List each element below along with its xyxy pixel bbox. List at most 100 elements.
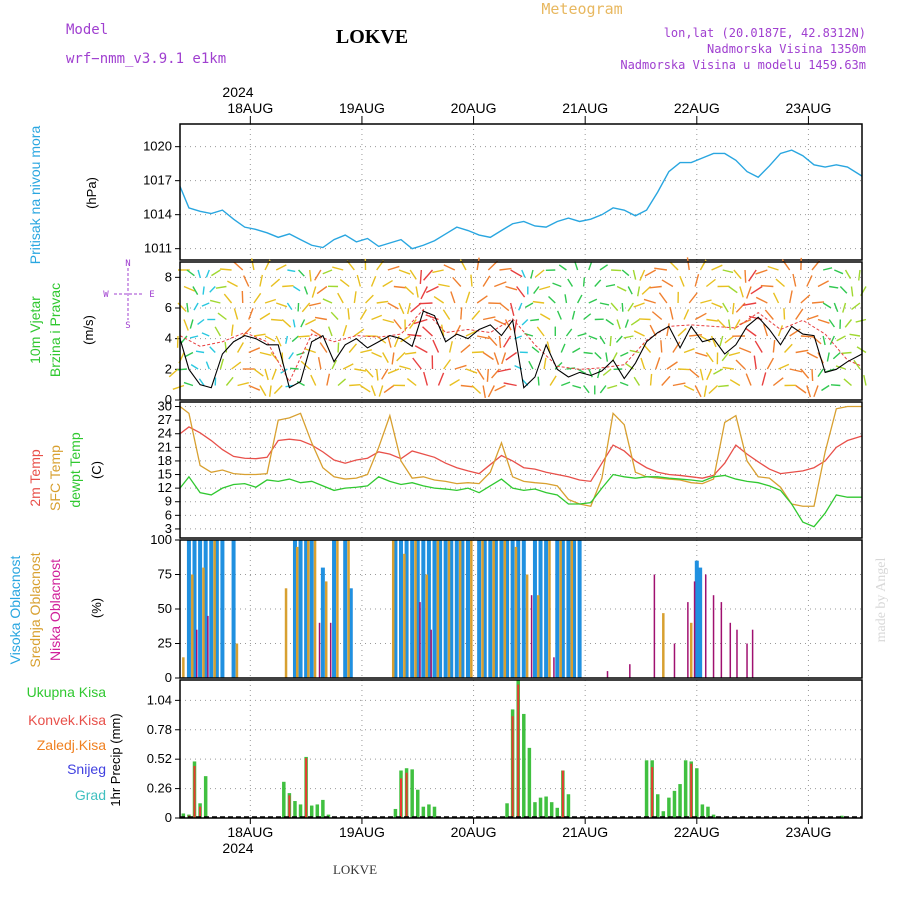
high-cloud-bar [220, 540, 225, 678]
wind-barb [365, 368, 374, 378]
mid-cloud-bar [307, 540, 310, 678]
precip-total-bar [672, 790, 677, 818]
cloud-unit: (%) [89, 598, 104, 618]
wind-barb [275, 302, 288, 308]
sfc-temp-line [179, 405, 862, 508]
mid-cloud-bar [537, 595, 540, 678]
wind-barb [387, 265, 400, 271]
wind-barb [264, 368, 269, 381]
high-cloud-bar [426, 540, 431, 678]
credit-watermark: made by Angel [874, 558, 889, 643]
wind-barb [197, 318, 205, 325]
wind-barb [605, 318, 614, 326]
wind-barb [605, 284, 616, 288]
wind-barb [326, 373, 331, 386]
low-cloud-bar [687, 602, 689, 678]
x-day-label-top: 21AUG [562, 100, 608, 116]
wind-barb [683, 348, 695, 354]
wind-barb [633, 302, 645, 308]
wind-barb [744, 327, 757, 337]
pressure-unit: (hPa) [84, 177, 99, 209]
wind-barb [582, 277, 586, 287]
wind-barb [651, 311, 663, 321]
precip-total-bar [432, 806, 437, 818]
high-cloud-bar [482, 540, 487, 678]
wind-barb [310, 328, 322, 337]
precip-conv-bar [651, 767, 654, 818]
wind-barb [630, 318, 640, 326]
wind-barb [183, 319, 189, 331]
wind-barb [454, 364, 467, 370]
wind-barb [850, 286, 854, 297]
wind-barb [499, 267, 512, 271]
wind-barb [382, 318, 395, 324]
wind-barb [700, 335, 711, 343]
wind-barb [250, 258, 255, 271]
wind-barb [534, 269, 545, 278]
y-tick-label: 1017 [143, 173, 172, 188]
wind-barb [639, 269, 646, 281]
wind-barb [406, 302, 411, 315]
y-tick-label: 100 [150, 532, 172, 547]
low-cloud-bar [693, 581, 696, 678]
wind-barb [806, 275, 813, 287]
precip-total-bar [695, 768, 699, 818]
wind-barb [359, 309, 368, 320]
wind-barb [253, 292, 262, 304]
wind-barb [399, 365, 411, 370]
high-cloud-bar [231, 540, 236, 678]
precip-total-bar [700, 804, 705, 818]
wind-barb [644, 269, 657, 277]
pressure-line [179, 149, 863, 250]
legend-total: Ukupna Kisa [27, 684, 107, 700]
pressure-ylabel: Pritisak na nivou mora [27, 126, 43, 265]
wind-barb [742, 302, 757, 307]
mid-cloud-bar [414, 540, 417, 678]
wind-barb [314, 316, 327, 321]
wind-barb [491, 368, 500, 379]
wind-barb [615, 335, 623, 343]
wind-barb [231, 361, 242, 370]
high-cloud-bar [432, 540, 437, 678]
wind-barb [844, 269, 852, 280]
wind-barb [317, 357, 322, 370]
wind-barb [337, 292, 344, 304]
wind-barb [694, 312, 707, 321]
low-cloud-bar [653, 574, 656, 678]
wind-barb [521, 269, 526, 278]
mid-cloud-bar [470, 540, 473, 678]
wind-barb [348, 343, 358, 353]
wind-barb [583, 351, 593, 355]
y-tick-label: 27 [158, 412, 172, 427]
y-tick-label: 21 [158, 439, 172, 454]
wind-barb [198, 378, 205, 386]
wind-barb [637, 286, 641, 297]
wind-barb [180, 335, 188, 344]
wind-barb [839, 286, 848, 294]
wind-barb [201, 332, 210, 337]
wind-barb [549, 375, 557, 386]
wind-barb [304, 348, 316, 354]
altitude-label: Nadmorska Visina 1350m [707, 42, 866, 56]
precip-conv-bar [288, 795, 291, 818]
wind-barb [476, 368, 485, 380]
wind-barb [599, 335, 606, 345]
legend-grad: Grad [75, 787, 106, 803]
wind-barb [476, 257, 480, 271]
wind-barb [722, 269, 734, 274]
precip-total-bar [421, 806, 426, 818]
wind-barb [193, 302, 199, 311]
wind-barb [236, 342, 244, 353]
wind-barb [393, 285, 406, 289]
wind-barb [655, 357, 661, 370]
wind-barb [202, 286, 205, 295]
wind-barb [731, 302, 735, 315]
wind-barb [271, 318, 283, 322]
wind-barb [750, 285, 763, 295]
y-tick-label: 0.26 [147, 781, 172, 796]
model-name: wrf−nmm_v3.9.1 e1km [66, 51, 226, 67]
wind-barb [409, 269, 417, 280]
wind-barb [224, 341, 228, 353]
low-cloud-bar [606, 671, 609, 678]
wind-barb [309, 269, 312, 282]
